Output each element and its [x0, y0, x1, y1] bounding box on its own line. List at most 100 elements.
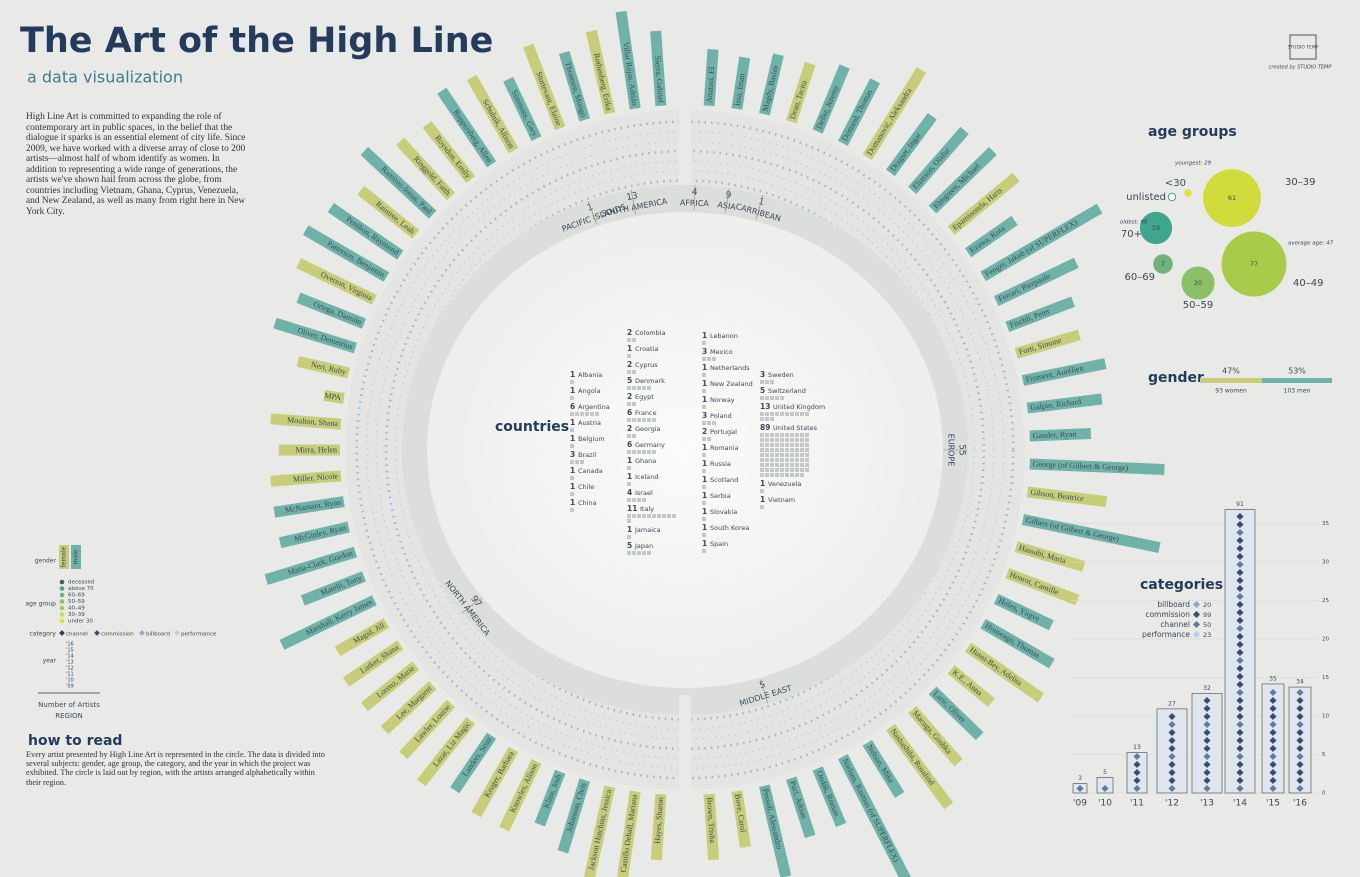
square — [805, 412, 809, 416]
dot-ring — [395, 160, 975, 740]
title: The Art of the High Line — [20, 21, 493, 61]
square — [770, 463, 774, 467]
square — [780, 453, 784, 457]
country-name: Brazil — [578, 451, 596, 459]
square — [775, 458, 779, 462]
square — [627, 498, 631, 502]
side-charts: age groups <30 61 30–39 77 40–49 20 50–59 7 60–69… — [1070, 124, 1334, 809]
country-count: 2 — [627, 360, 632, 369]
country-count: 3 — [702, 411, 707, 420]
artist: Sierra, Gabriel — [650, 30, 667, 107]
square — [765, 380, 769, 384]
artist-box — [838, 78, 881, 146]
square — [765, 458, 769, 462]
country-count: 1 — [702, 491, 707, 500]
square — [652, 450, 656, 454]
country-name: Denmark — [635, 377, 665, 385]
key-age: 40–49 — [68, 606, 85, 612]
y2-tick-label: 35 — [1322, 521, 1329, 527]
country-squares — [702, 405, 706, 409]
y2-tick-label: 20 — [1322, 636, 1329, 642]
country-name: Romania — [710, 444, 738, 452]
country-squares — [702, 453, 706, 457]
square — [570, 460, 574, 464]
artist-box — [885, 723, 954, 810]
square — [760, 412, 764, 416]
total-label: 35 — [1269, 675, 1277, 682]
country-count: 3 — [570, 450, 575, 459]
artist: McNamara, Ryan — [273, 496, 345, 518]
key-scale-sub: REGION — [55, 712, 83, 720]
square — [627, 519, 631, 523]
age-label: 70+ — [1121, 229, 1142, 240]
square — [805, 468, 809, 472]
square — [760, 458, 764, 462]
square — [800, 433, 804, 437]
square — [627, 466, 631, 470]
square — [570, 508, 574, 512]
artist: Villar Rojas, Adrián — [615, 10, 641, 110]
country-name: Poland — [710, 412, 732, 420]
square — [570, 476, 574, 480]
age-value: 77 — [1250, 260, 1258, 268]
country-count: 2 — [627, 392, 632, 401]
artist-name: Eliasson, Olafur — [911, 146, 952, 191]
artist: Anatsui, El — [703, 48, 719, 107]
key-year: '15 — [66, 648, 74, 654]
country-squares — [570, 492, 574, 496]
country-count: 1 — [627, 525, 632, 534]
square — [760, 463, 764, 467]
artist-name: Henrot, Camille — [1009, 570, 1061, 597]
artist-box — [334, 618, 390, 657]
intro: High Line Art is committed to expanding … — [26, 112, 246, 217]
key-dot — [59, 618, 65, 624]
artist-name: Thomson, Mungo — [563, 61, 588, 118]
country-count: 1 — [702, 459, 707, 468]
key-year: '13 — [66, 660, 74, 666]
artist-name: Sturtevant, Elaine — [534, 70, 563, 127]
square — [652, 514, 656, 518]
square — [632, 370, 636, 374]
square — [790, 448, 794, 452]
square — [785, 412, 789, 416]
square — [780, 463, 784, 467]
y2-tick-label: 15 — [1322, 675, 1329, 681]
square — [785, 473, 789, 477]
country-name: Georgia — [635, 425, 661, 433]
square — [765, 463, 769, 467]
square — [637, 386, 641, 390]
artist-box — [296, 258, 377, 305]
country-name: Spain — [710, 540, 728, 548]
country-name: China — [578, 499, 597, 507]
square — [632, 338, 636, 342]
artist: Gander, Ryan — [1029, 428, 1092, 442]
artist-name: Raintree, Leah — [374, 199, 416, 235]
artist: Pessoli, Alessandro — [759, 784, 792, 877]
key-swatch — [71, 545, 81, 569]
square — [775, 453, 779, 457]
artist-name: Elmgreen, Michael — [931, 161, 982, 211]
region-name: ASIA — [717, 200, 737, 212]
square — [702, 437, 706, 441]
artist: George (of Gilbert & George) — [1029, 458, 1165, 475]
country-squares — [702, 549, 706, 553]
square — [672, 514, 676, 518]
artist-name: MPA — [324, 391, 342, 402]
square — [770, 468, 774, 472]
square — [642, 386, 646, 390]
artist-name: Lorenz, Marie — [375, 664, 417, 700]
square — [785, 448, 789, 452]
square — [702, 357, 706, 361]
artist-box — [585, 29, 616, 115]
square — [785, 433, 789, 437]
region-tick — [755, 195, 764, 220]
country-squares — [570, 396, 574, 400]
age-label: 40–49 — [1293, 278, 1323, 289]
square — [712, 421, 716, 425]
square — [805, 453, 809, 457]
artist-box — [278, 444, 340, 456]
artist: Henrot, Camille — [1005, 568, 1080, 606]
legend-count: 20 — [1203, 601, 1211, 609]
artist-name: Lutker, Shana — [358, 642, 400, 675]
artist-box — [1029, 428, 1092, 442]
